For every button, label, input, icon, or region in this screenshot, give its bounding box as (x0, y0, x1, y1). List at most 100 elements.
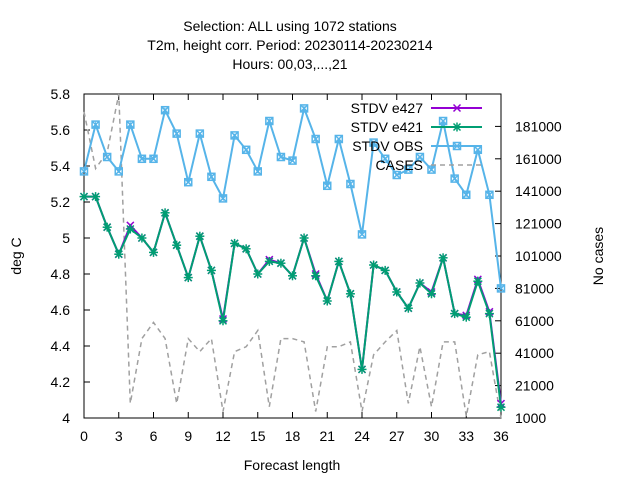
x-tick-label: 33 (458, 428, 474, 444)
data-point (265, 116, 274, 126)
data-point (450, 309, 460, 319)
y-tick-label: 5.2 (51, 194, 71, 210)
x-axis: 0 3 6 9 12 15 18 21 24 27 30 33 36 (80, 94, 509, 444)
data-point (230, 131, 239, 140)
data-point (149, 154, 158, 164)
data-point (172, 240, 182, 250)
data-point (346, 179, 355, 189)
y2-tick-label: 81000 (515, 280, 554, 296)
y-tick-label: 5.8 (51, 86, 71, 102)
data-point (484, 309, 494, 319)
data-point (334, 134, 344, 144)
data-point (357, 230, 367, 239)
y-tick-label: 4 (62, 410, 70, 426)
data-point (311, 134, 320, 144)
data-point (160, 105, 170, 115)
data-point (195, 231, 205, 241)
data-point (334, 256, 344, 266)
legend-item: STDV e427 (351, 100, 482, 116)
y2-tick-label: 121000 (515, 216, 562, 232)
data-point (392, 287, 402, 297)
y2-tick-label: 61000 (515, 313, 554, 329)
x-axis-label: Forecast length (244, 457, 341, 473)
data-point (415, 278, 425, 288)
data-point (102, 152, 112, 162)
data-point (137, 154, 147, 164)
x-tick-label: 0 (80, 428, 88, 444)
legend-item: STDV e421 (351, 119, 482, 135)
data-point (288, 271, 297, 281)
data-point (125, 224, 135, 234)
x-tick-label: 21 (319, 428, 335, 444)
legend-marker (452, 103, 462, 113)
y-tick-label: 4.2 (51, 374, 71, 390)
series-line (83, 93, 502, 419)
data-point (276, 152, 286, 162)
y-axis: 4 4.2 4.4 4.6 4.8 5 5.2 5.4 5.6 5.8 (51, 86, 90, 426)
data-point (380, 265, 390, 275)
data-point (91, 192, 101, 202)
x-tick-label: 9 (184, 428, 192, 444)
data-point (438, 253, 448, 263)
data-point (218, 316, 228, 326)
data-point (322, 296, 332, 306)
data-point (91, 120, 100, 129)
data-point (288, 156, 297, 165)
legend-label: STDV e427 (351, 100, 424, 116)
x-tick-label: 24 (354, 428, 370, 444)
data-point (462, 190, 471, 200)
data-point (160, 208, 170, 218)
data-point (184, 177, 193, 187)
chart-title: Selection: ALL using 1072 stations T2m, … (147, 18, 433, 72)
data-point (404, 165, 413, 174)
x-tick-label: 6 (150, 428, 158, 444)
data-point (485, 190, 494, 200)
series-stdv-obs (79, 104, 506, 293)
series-line (84, 195, 502, 404)
series-stdv-e421 (79, 192, 506, 412)
data-point (253, 167, 262, 176)
data-point (149, 247, 158, 257)
data-point (299, 104, 309, 113)
data-point (311, 271, 321, 281)
y-tick-label: 4.4 (51, 338, 71, 354)
data-point (79, 192, 89, 202)
data-point (195, 129, 205, 138)
data-point (369, 138, 378, 147)
data-point (496, 284, 506, 293)
data-point (207, 172, 216, 182)
y2-tick-label: 41000 (515, 345, 554, 361)
y2-tick-label: 181000 (515, 118, 562, 134)
legend-marker (452, 141, 462, 151)
data-point (427, 165, 436, 174)
data-point (473, 276, 483, 286)
y2-axis-label: No cases (590, 227, 606, 285)
data-point (253, 269, 263, 279)
data-point (461, 312, 471, 322)
y-tick-label: 4.8 (51, 266, 71, 282)
data-point (114, 249, 124, 259)
series-line (83, 104, 502, 289)
y-tick-label: 5.6 (51, 122, 71, 138)
data-point (299, 233, 309, 243)
data-point (392, 170, 401, 180)
legend-label: CASES (376, 157, 423, 173)
y-axis-label: deg C (8, 237, 24, 274)
x-tick-label: 15 (250, 428, 266, 444)
legend: STDV e427 STDV e421 STDV OBS CASES (351, 100, 482, 173)
legend-label: STDV OBS (352, 138, 423, 154)
title-line-3: Hours: 00,03,...,21 (232, 56, 347, 72)
legend-marker (452, 122, 462, 132)
x-tick-label: 12 (215, 428, 231, 444)
series-line (84, 195, 502, 408)
data-point (427, 289, 436, 299)
x-tick-label: 30 (424, 428, 440, 444)
series-stdv-e427 (79, 192, 506, 408)
data-point (137, 233, 147, 243)
data-point (415, 152, 425, 162)
data-point (218, 194, 228, 203)
plot-area (79, 93, 506, 419)
y2-tick-label: 21000 (515, 378, 554, 394)
y2-tick-label: 101000 (515, 248, 562, 264)
